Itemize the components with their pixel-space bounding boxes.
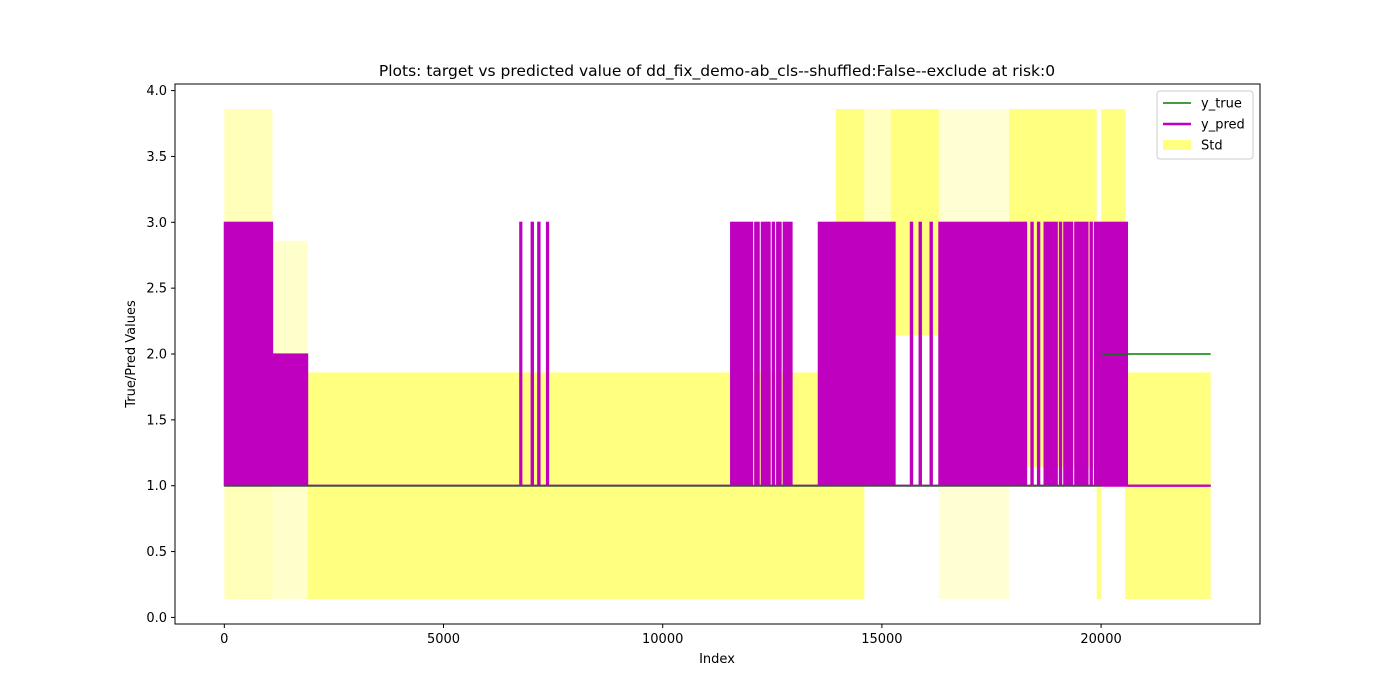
x-tick-label: 5000 [427, 632, 460, 647]
y-pred-block-12 [817, 221, 896, 487]
y-tick-label: 0.5 [146, 545, 167, 560]
y-pred-block-14 [918, 221, 922, 487]
legend-swatch-std [1163, 140, 1191, 150]
y-pred-block-6 [730, 221, 754, 487]
y-pred-block-15 [929, 221, 933, 487]
y-tick-label: 1.5 [146, 413, 167, 428]
y-pred-block-1 [271, 353, 309, 487]
y-pred-block-3 [530, 221, 534, 487]
y-tick-label: 0.0 [146, 611, 167, 626]
y-axis-label: True/Pred Values [124, 300, 139, 409]
y-pred-block-13 [909, 221, 914, 487]
y-pred-block-2 [519, 221, 523, 487]
legend: y_true y_pred Std [1156, 90, 1254, 160]
y-pred-block-11 [782, 221, 793, 487]
y-pred-block-18 [1036, 221, 1041, 487]
y-pred-block-9 [771, 221, 776, 487]
y-pred-block-4 [537, 221, 541, 487]
y-axis-ticks: 0.0 0.5 1.0 1.5 2.0 2.5 3.0 3.5 4.0 [146, 84, 175, 626]
x-axis-ticks: 0 5000 10000 15000 20000 [220, 624, 1122, 647]
x-tick-label: 15000 [861, 632, 902, 647]
y-pred-block-20 [1058, 221, 1063, 487]
y-pred-block-0 [223, 221, 274, 487]
y-pred-block-7 [754, 221, 760, 487]
legend-label-y-true: y_true [1201, 97, 1242, 112]
x-axis-label: Index [699, 652, 735, 667]
y-tick-label: 2.5 [146, 282, 167, 297]
y-pred-block-19 [1043, 221, 1058, 487]
y-pred-block-10 [776, 221, 782, 487]
y-pred-block-22 [1074, 221, 1089, 487]
std-band-layer [224, 109, 1211, 599]
legend-label-std: Std [1201, 139, 1223, 154]
y-tick-label: 2.0 [146, 348, 167, 363]
y-pred-block-21 [1063, 221, 1074, 487]
y-true-layer [224, 353, 1211, 487]
x-tick-label: 20000 [1080, 632, 1121, 647]
x-tick-label: 10000 [642, 632, 683, 647]
legend-label-y-pred: y_pred [1201, 118, 1245, 133]
y-tick-label: 4.0 [146, 84, 167, 99]
y-pred-block-23 [1089, 221, 1093, 487]
x-tick-label: 0 [220, 632, 228, 647]
y-pred-block-8 [760, 221, 771, 487]
y-tick-label: 3.0 [146, 216, 167, 231]
plot-area [223, 109, 1211, 599]
chart-title: Plots: target vs predicted value of dd_f… [379, 62, 1055, 81]
y-tick-label: 1.0 [146, 479, 167, 494]
y-pred-block-5 [545, 221, 550, 487]
y-pred-block-16 [938, 221, 1028, 487]
y-pred-block-17 [1030, 221, 1034, 487]
y-tick-label: 3.5 [146, 150, 167, 165]
